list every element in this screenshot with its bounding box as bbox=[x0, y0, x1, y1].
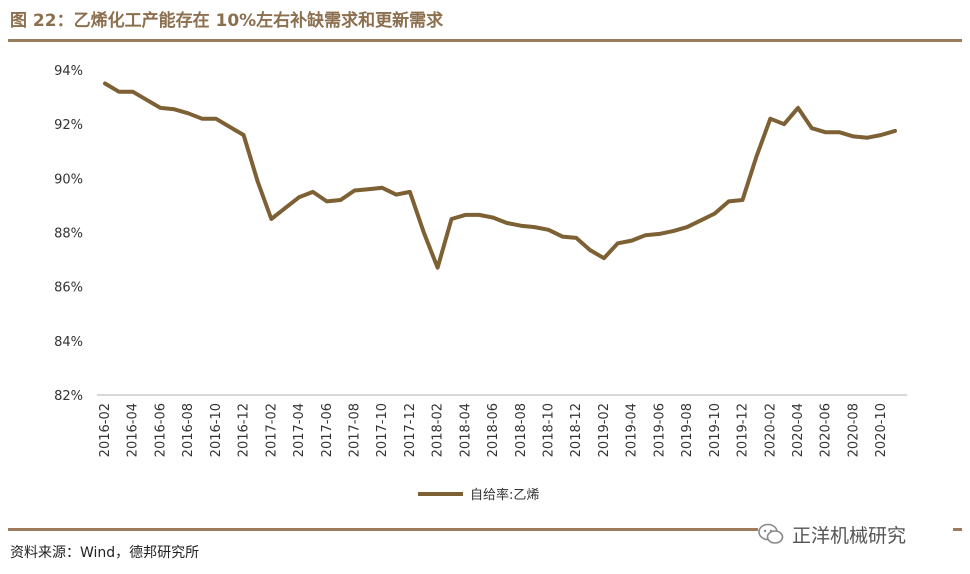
watermark: 正洋机械研究 bbox=[758, 519, 953, 549]
x-tick-label: 2020-06 bbox=[819, 403, 834, 457]
x-tick-label: 2017-10 bbox=[375, 403, 390, 457]
x-tick-label: 2016-02 bbox=[98, 403, 113, 457]
x-tick-label: 2020-10 bbox=[874, 403, 889, 457]
y-tick-label: 86% bbox=[54, 281, 83, 296]
y-tick-label: 88% bbox=[54, 227, 83, 242]
x-tick-label: 2019-02 bbox=[597, 403, 612, 457]
x-tick-label: 2020-08 bbox=[846, 403, 861, 457]
x-tick-label: 2017-08 bbox=[347, 403, 362, 457]
x-tick-label: 2019-10 bbox=[708, 403, 723, 457]
y-tick-label: 92% bbox=[54, 118, 83, 133]
x-tick-label: 2016-06 bbox=[153, 403, 168, 457]
x-tick-label: 2016-04 bbox=[126, 403, 141, 457]
x-tick-label: 2018-10 bbox=[542, 403, 557, 457]
legend-label: 自给率:乙烯 bbox=[470, 487, 539, 503]
legend: 自给率:乙烯 bbox=[418, 487, 539, 503]
y-tick-label: 84% bbox=[54, 335, 83, 350]
x-tick-label: 2017-06 bbox=[320, 403, 335, 457]
y-tick-label: 90% bbox=[54, 172, 83, 187]
y-tick-label: 82% bbox=[54, 389, 83, 404]
x-tick-label: 2019-12 bbox=[736, 403, 751, 457]
x-tick-label: 2016-08 bbox=[181, 403, 196, 457]
y-axis-ticks: 94% 92% 90% 88% 86% 84% 82% bbox=[54, 64, 83, 404]
x-tick-label: 2018-12 bbox=[569, 403, 584, 457]
x-tick-label: 2017-04 bbox=[292, 403, 307, 457]
wechat-icon bbox=[758, 523, 784, 544]
x-tick-label: 2016-10 bbox=[209, 403, 224, 457]
footer-rule bbox=[8, 528, 962, 531]
source-note: 资料来源：Wind，德邦研究所 bbox=[10, 545, 200, 561]
series-line-self-sufficiency bbox=[103, 81, 897, 270]
x-tick-label: 2017-12 bbox=[403, 403, 418, 457]
x-tick-label: 2016-12 bbox=[237, 403, 252, 457]
x-tick-label: 2017-02 bbox=[264, 403, 279, 457]
x-tick-label: 2018-02 bbox=[431, 403, 446, 457]
y-tick-label: 94% bbox=[54, 64, 83, 79]
x-tick-label: 2019-06 bbox=[652, 403, 667, 457]
x-tick-label: 2018-08 bbox=[514, 403, 529, 457]
x-tick-label: 2019-08 bbox=[680, 403, 695, 457]
x-tick-label: 2020-02 bbox=[763, 403, 778, 457]
x-tick-label: 2020-04 bbox=[791, 403, 806, 457]
x-axis-ticks: 2016-02 2016-04 2016-06 2016-08 2016-10 2016-… bbox=[98, 403, 889, 457]
x-tick-label: 2019-04 bbox=[625, 403, 640, 457]
x-tick-label: 2018-04 bbox=[458, 403, 473, 457]
x-tick-label: 2018-06 bbox=[486, 403, 501, 457]
title-rule bbox=[8, 39, 962, 42]
watermark-text: 正洋机械研究 bbox=[792, 524, 907, 547]
figure-title: 图 22：乙烯化工产能存在 10%左右补缺需求和更新需求 bbox=[10, 11, 444, 31]
